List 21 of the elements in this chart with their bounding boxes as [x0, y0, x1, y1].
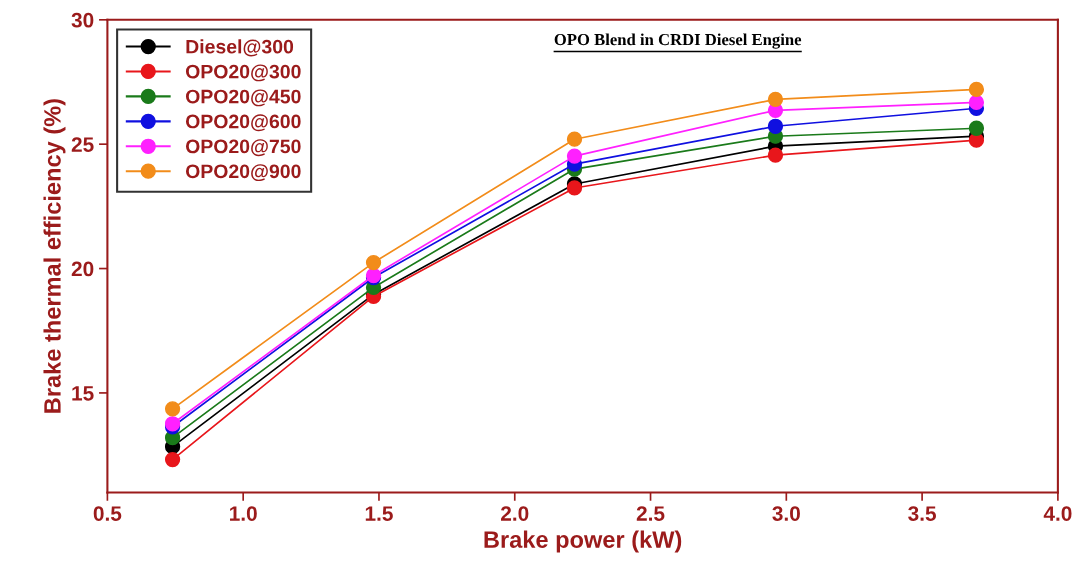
x-tick-label: 0.5	[93, 506, 122, 521]
legend-label: OPO20@750	[185, 139, 301, 157]
text: OPO Blend in CRDI Diesel Engine	[554, 33, 802, 49]
x-tick-label: 2.5	[636, 506, 665, 521]
y-tick-label: 15	[72, 386, 94, 401]
x-tick-label: 2.0	[501, 506, 529, 521]
legend-label: OPO20@600	[185, 114, 301, 132]
legend-label: OPO20@450	[185, 89, 301, 107]
legend-label: OPO20@900	[185, 164, 301, 182]
legend-label: OPO20@300	[185, 64, 301, 82]
y-tick-label: 30	[71, 12, 94, 28]
y-axis-title: Brake thermal efficiency (%)	[43, 99, 66, 413]
x-tick-label: 1.0	[230, 506, 257, 521]
x-tick-label: 3.0	[772, 506, 800, 521]
x-tick-label: 1.5	[365, 506, 393, 521]
legend-label: Diesel@300	[186, 39, 294, 57]
x-tick-label: 3.5	[908, 506, 937, 521]
y-tick-label: 20	[71, 261, 94, 277]
x-tick-label: 4.0	[1043, 506, 1072, 521]
y-tick-label: 25	[71, 137, 94, 152]
x-axis-title: Brake power (kW)	[484, 530, 682, 553]
